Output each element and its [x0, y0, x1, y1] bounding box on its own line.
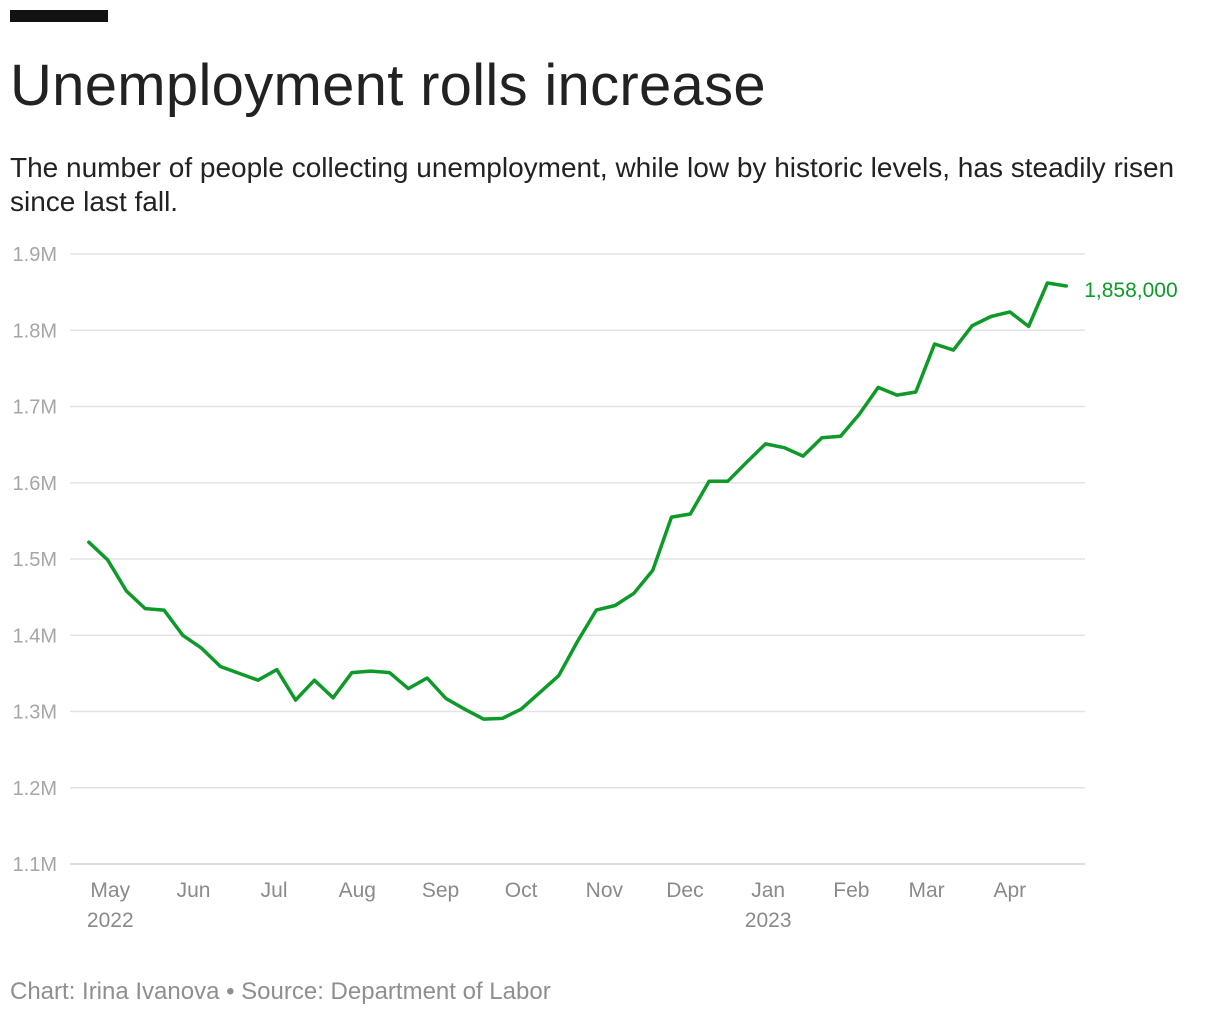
data-point	[725, 479, 730, 484]
x-tick-label: Jan	[751, 879, 785, 902]
data-point	[650, 568, 655, 573]
data-point	[199, 646, 204, 651]
data-point	[801, 454, 806, 459]
data-point	[913, 390, 918, 395]
data-point	[1045, 281, 1050, 286]
data-point	[162, 608, 167, 613]
data-point	[669, 515, 674, 520]
data-point	[1064, 284, 1069, 289]
data-point	[500, 716, 505, 721]
data-point	[105, 557, 110, 562]
data-point	[143, 606, 148, 611]
data-point	[124, 589, 129, 594]
data-point	[406, 686, 411, 691]
x-tick-year-label: 2022	[87, 909, 134, 932]
data-point	[744, 460, 749, 465]
x-tick-label: Jun	[177, 879, 211, 902]
data-point	[274, 667, 279, 672]
data-point	[331, 695, 336, 700]
data-point	[443, 696, 448, 701]
data-point	[293, 698, 298, 703]
data-labels: 1,858,000	[1084, 279, 1177, 302]
data-point	[537, 690, 542, 695]
y-tick-label: 1.2M	[13, 778, 57, 800]
grid-layer	[70, 253, 1085, 865]
data-point	[932, 342, 937, 347]
data-point	[876, 385, 881, 390]
data-point	[387, 670, 392, 675]
y-tick-label: 1.8M	[13, 320, 57, 342]
data-point	[425, 676, 430, 681]
y-tick-label: 1.6M	[13, 473, 57, 495]
series-layer	[86, 281, 1069, 722]
x-tick-label: Mar	[908, 879, 944, 902]
data-point	[1007, 309, 1012, 314]
x-tick-label: Dec	[666, 879, 703, 902]
series-line	[87, 281, 1068, 721]
data-point	[594, 608, 599, 613]
data-point	[763, 441, 768, 446]
data-point	[218, 664, 223, 669]
chart-subtitle: The number of people collecting unemploy…	[10, 152, 1175, 217]
data-point	[989, 314, 994, 319]
x-tick-label: Sep	[422, 879, 459, 902]
data-point	[312, 678, 317, 683]
x-tick-label: Oct	[505, 879, 538, 902]
x-tick-label: Apr	[993, 879, 1026, 902]
data-point	[895, 393, 900, 398]
data-point	[631, 591, 636, 596]
y-tick-label: 1.7M	[13, 397, 57, 419]
data-point	[819, 435, 824, 440]
x-tick-label: Nov	[586, 879, 624, 902]
y-tick-label: 1.5M	[13, 549, 57, 571]
x-tick-year-label: 2023	[745, 909, 792, 932]
x-tick-label: Feb	[833, 879, 869, 902]
data-point	[462, 707, 467, 712]
chart-title: Unemployment rolls increase	[10, 53, 766, 118]
y-axis-labels: 1.1M 1.2M 1.3M 1.4M 1.5M 1.6M 1.7M 1.8M 1.9M	[13, 244, 57, 876]
data-point	[688, 512, 693, 517]
chart-credit: Chart: Irina Ivanova • Source: Departmen…	[10, 978, 551, 1005]
x-tick-label: Jul	[261, 879, 288, 902]
x-axis-labels: May 2022 Jun Jul Aug Sep Oct Nov Dec Jan 2023 Feb Ma…	[87, 879, 1026, 932]
data-point	[86, 540, 91, 545]
data-point	[256, 678, 261, 683]
data-point	[519, 707, 524, 712]
data-point	[951, 348, 956, 353]
data-point	[368, 669, 373, 674]
data-point	[1026, 324, 1031, 329]
data-point	[556, 673, 561, 678]
y-tick-label: 1.3M	[13, 702, 57, 724]
end-value-label: 1,858,000	[1084, 279, 1177, 302]
data-point	[782, 445, 787, 450]
data-point	[349, 670, 354, 675]
x-tick-label: May	[90, 879, 130, 902]
data-point	[481, 717, 486, 722]
y-tick-label: 1.1M	[13, 854, 57, 876]
data-point	[575, 639, 580, 644]
data-point	[838, 434, 843, 439]
data-point	[970, 323, 975, 328]
data-point	[180, 633, 185, 638]
data-point	[237, 671, 242, 676]
data-point	[707, 479, 712, 484]
data-point	[613, 603, 618, 608]
y-tick-label: 1.4M	[13, 625, 57, 647]
top-accent-bar	[10, 10, 108, 22]
x-tick-label: Aug	[339, 879, 376, 902]
data-point	[857, 412, 862, 417]
y-tick-label: 1.9M	[13, 244, 57, 266]
